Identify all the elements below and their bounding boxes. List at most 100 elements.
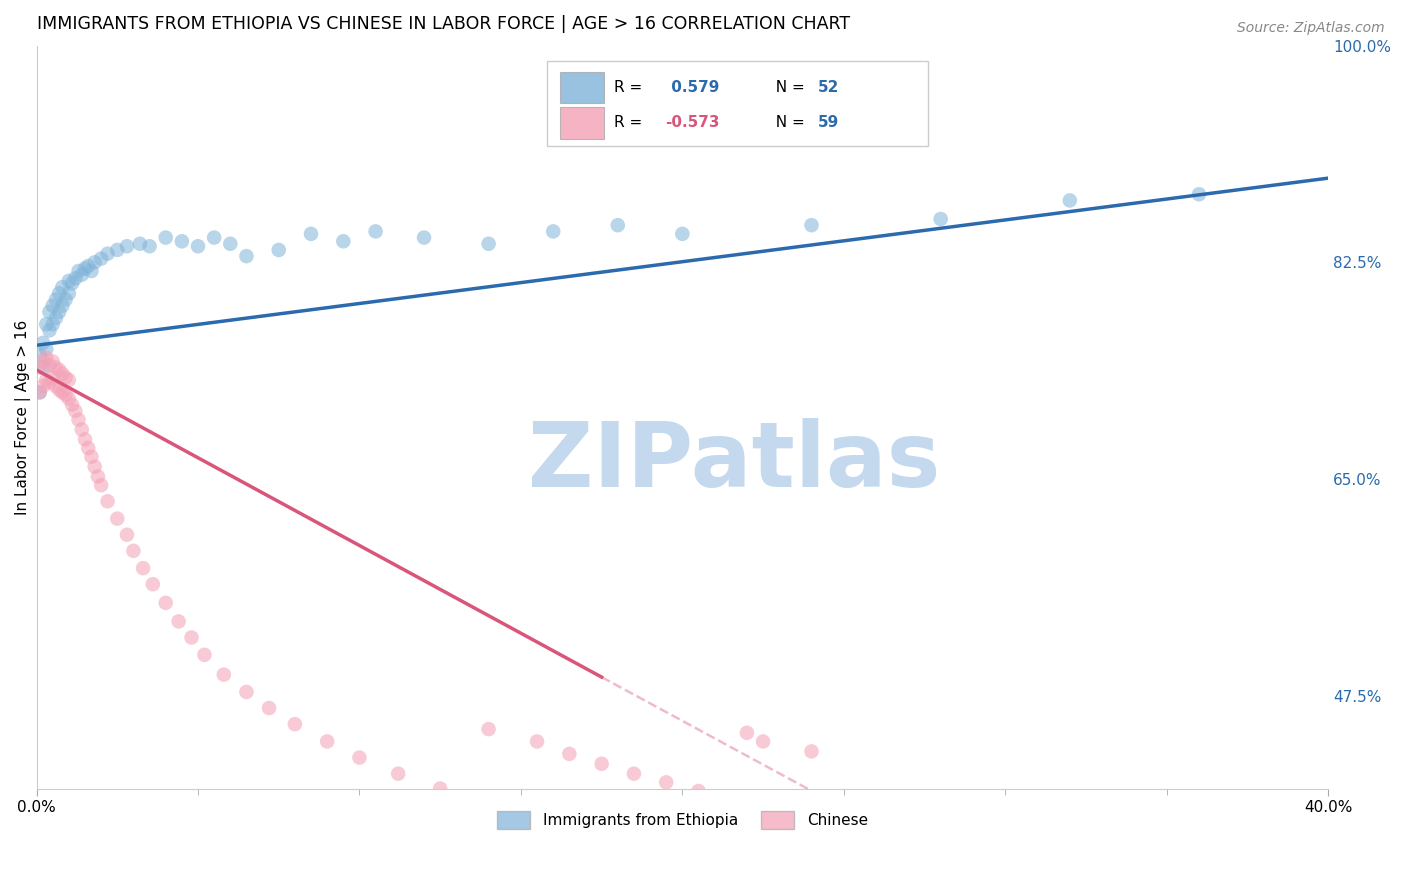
Point (41, 370, 63, 384)
Point (48, 305, 70, 319)
Point (83, 459, 105, 474)
Point (284, 717, 307, 731)
Point (591, 756, 613, 771)
Point (38, 358, 60, 372)
Text: R =: R = (614, 79, 647, 95)
Point (623, 766, 645, 780)
Point (48, 383, 70, 397)
Point (1059, 194, 1081, 208)
Point (48, 363, 70, 377)
Point (35, 373, 58, 387)
Point (45, 311, 67, 326)
Text: 52: 52 (818, 79, 839, 95)
Point (267, 243, 290, 257)
Point (142, 577, 165, 591)
Point (60, 277, 83, 291)
Point (28, 360, 51, 375)
Point (70, 268, 93, 282)
Point (132, 561, 155, 575)
Point (73, 433, 96, 447)
Text: Source: ZipAtlas.com: Source: ZipAtlas.com (1237, 21, 1385, 35)
Point (735, 726, 758, 740)
Point (413, 230, 436, 244)
FancyBboxPatch shape (547, 61, 928, 146)
Point (800, 218, 823, 232)
Point (55, 388, 77, 402)
Point (387, 766, 409, 780)
Y-axis label: In Labor Force | Age > 16: In Labor Force | Age > 16 (15, 319, 31, 515)
Point (299, 227, 322, 241)
Point (87, 469, 110, 483)
Point (70, 422, 93, 436)
Point (138, 239, 160, 253)
Point (51, 367, 73, 381)
Point (80, 264, 103, 278)
Point (155, 596, 177, 610)
Point (526, 734, 548, 748)
Point (193, 648, 215, 662)
Point (606, 218, 628, 232)
Point (720, 791, 742, 805)
Point (115, 527, 138, 541)
Point (90, 478, 112, 492)
Point (41, 299, 63, 313)
Point (671, 227, 693, 241)
Point (688, 784, 710, 798)
Point (32, 360, 55, 375)
Point (122, 544, 145, 558)
Point (45, 293, 67, 307)
Point (67, 412, 90, 426)
Point (51, 299, 73, 313)
Point (128, 236, 150, 251)
Point (58, 286, 80, 301)
Point (32, 354, 55, 368)
Point (235, 249, 257, 263)
Point (202, 230, 225, 244)
Point (478, 236, 501, 251)
Point (332, 235, 354, 249)
Text: IMMIGRANTS FROM ETHIOPIA VS CHINESE IN LABOR FORCE | AGE > 16 CORRELATION CHART: IMMIGRANTS FROM ETHIOPIA VS CHINESE IN L… (37, 15, 849, 33)
Point (67, 264, 90, 278)
Point (212, 667, 235, 681)
Point (257, 701, 280, 715)
Point (97, 494, 120, 508)
Point (155, 230, 177, 244)
Text: 59: 59 (818, 115, 839, 130)
Point (58, 392, 80, 406)
Point (28, 348, 51, 362)
Point (115, 239, 138, 253)
Point (752, 734, 775, 748)
Point (180, 631, 202, 645)
Text: 0.579: 0.579 (665, 79, 718, 95)
Point (219, 236, 242, 251)
Point (167, 615, 190, 629)
Point (65, 271, 87, 285)
Point (32, 379, 55, 393)
Point (51, 385, 73, 400)
Point (45, 379, 67, 393)
Point (187, 239, 209, 253)
Point (105, 243, 128, 257)
Text: R =: R = (614, 115, 647, 130)
Point (235, 685, 257, 699)
Point (28, 385, 51, 400)
Point (38, 305, 60, 319)
Point (90, 252, 112, 266)
Point (51, 280, 73, 294)
Point (349, 750, 371, 764)
Text: N =: N = (766, 79, 810, 95)
Point (58, 373, 80, 387)
Point (35, 317, 58, 331)
Point (83, 255, 105, 269)
Point (58, 274, 80, 288)
Point (55, 370, 77, 384)
Point (929, 212, 952, 227)
Legend: Immigrants from Ethiopia, Chinese: Immigrants from Ethiopia, Chinese (489, 804, 876, 837)
Point (73, 261, 96, 276)
Point (77, 259, 100, 273)
Point (800, 744, 823, 758)
Point (60, 398, 83, 412)
Point (41, 317, 63, 331)
Point (38, 323, 60, 337)
Point (655, 775, 678, 789)
